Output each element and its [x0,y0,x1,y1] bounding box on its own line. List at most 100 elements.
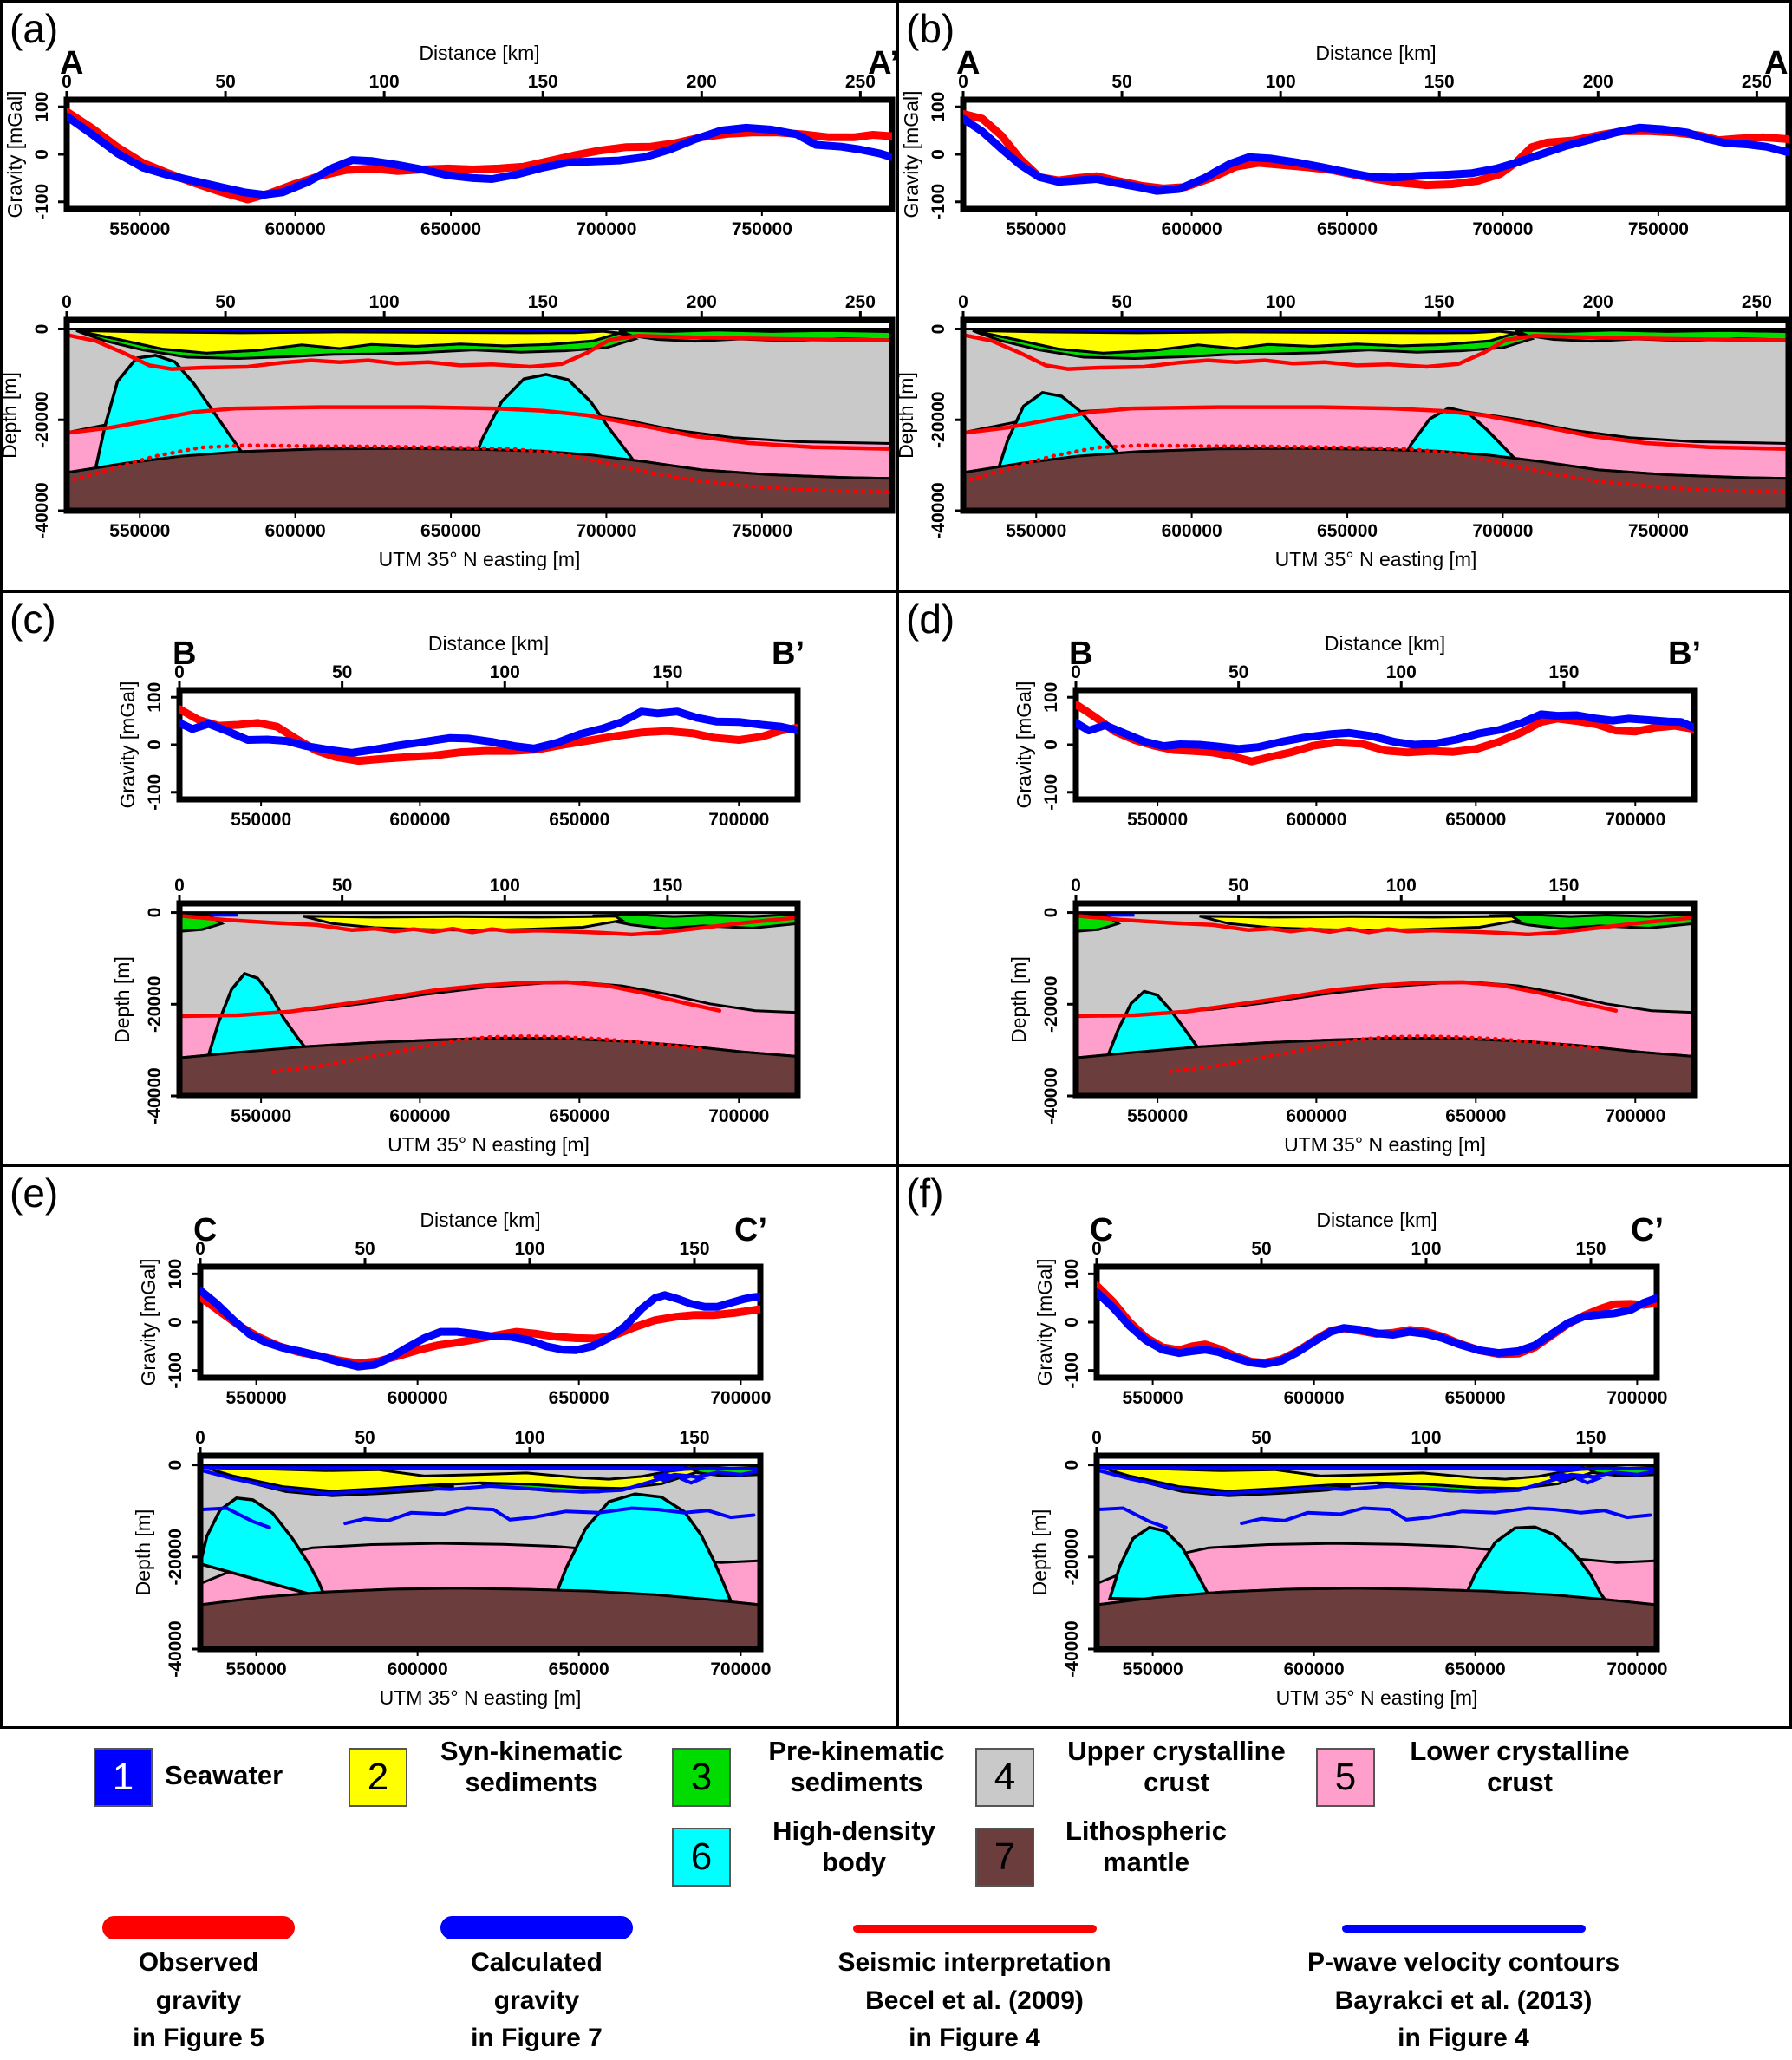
column-divider [896,0,899,1726]
easting-tick-label: 550000 [1127,1106,1188,1126]
panel-d-svg: (d) Distance [km] B B’ 0 50 100 150 100 0 -100 Grav… [906,596,1701,1156]
layer-syn-kinematic-sediments [1102,1465,1598,1493]
profile-endpoint-left: A [956,45,980,81]
easting-tick-label: 650000 [549,810,609,830]
distance-tick-label: 0 [62,292,72,312]
distance-tick-label: 100 [490,662,520,682]
section-layers [67,327,892,511]
layer-high-density-body [467,373,642,472]
distance-tick-label: 50 [1228,876,1248,896]
distance-tick-label: 0 [195,1239,205,1259]
easting-tick-label: 750000 [732,521,792,541]
depth-tick-label: -40000 [145,1067,165,1124]
distance-tick-label: 100 [1386,876,1417,896]
layer-high-density-body [200,1496,329,1601]
depth-tick-label: 0 [1041,908,1061,918]
gravity-plot-frame [63,96,896,212]
p-wave-velocity-contour [679,1474,707,1485]
layer-syn-kinematic-sediments [75,329,620,355]
distance-tick-label: 50 [215,72,235,92]
easting-tick-label: 650000 [420,219,481,239]
distance-tick-label: 50 [1111,292,1131,312]
distance-tick-label: 0 [174,876,185,896]
profile-endpoint-right: C’ [1631,1212,1664,1248]
easting-tick-label: 700000 [1605,810,1665,830]
distance-tick-label: 50 [1111,72,1131,92]
p-wave-velocity-contour [1097,1465,1657,1472]
easting-tick-label: 550000 [226,1659,287,1679]
layer-pre-kinematic-sediments [1489,912,1694,930]
gravity-axis-title: Gravity [mGal] [3,91,26,218]
easting-tick-label: 650000 [549,1388,609,1408]
easting-tick-label: 750000 [1628,219,1689,239]
seismic-interpretation-line [271,1034,706,1074]
legend-unit-box-6: 6 [672,1828,731,1887]
gravity-curves [67,108,892,204]
panel-e-svg: (e) Distance [km] C C’ 0 50 100 150 100 0 -100 Grav… [10,1170,771,1709]
distance-tick-label: 0 [62,72,72,92]
legend-unit-box-1: 1 [94,1748,153,1807]
section-frame [1093,1452,1660,1653]
gravity-tick-label: 100 [929,92,948,122]
row-divider-2 [0,1164,1792,1167]
observed-gravity-curve [179,705,798,766]
seismic-interpretation-line [963,405,1789,452]
easting-tick-label: 700000 [576,521,636,541]
legend: 1 Seawater 2 Syn-kinematic sediments 3 Pre-ki… [0,1729,1792,2060]
easting-tick-label: 650000 [1445,1659,1506,1679]
gravity-tick-label: -100 [1062,1353,1082,1389]
distance-tick-label: 100 [1266,72,1296,92]
gravity-tick-label: -100 [166,1353,186,1389]
easting-tick-label: 750000 [1628,521,1689,541]
distance-axis-title: Distance [km] [1316,1209,1437,1231]
distance-tick-label: 200 [687,292,717,312]
legend-line-label: Seismic interpretation Becel et al. (200… [837,1948,1111,2052]
panel-letter: (e) [10,1170,58,1216]
layer-lithospheric-mantle [1076,1036,1694,1096]
layer-syn-kinematic-sediments [972,329,1516,355]
seismic-interpretation-line [1168,1034,1602,1074]
distance-tick-label: 100 [1411,1428,1441,1448]
panel-letter: (d) [906,596,955,642]
calculated-gravity-curve [963,114,1789,195]
depth-axis-title: Depth [m] [132,1509,154,1596]
distance-tick-label: 250 [845,292,876,312]
panel-f: (f) Distance [km] C C’ 0 50 100 150 100 0 -100 Grav… [899,1167,1789,1726]
easting-tick-label: 750000 [732,219,792,239]
easting-tick-label: 600000 [388,1388,448,1408]
easting-axis-title: UTM 35° N easting [m] [380,1686,582,1709]
distance-tick-label: 200 [1583,72,1613,92]
legend-unit-box-7: 7 [975,1828,1034,1887]
distance-tick-label: 50 [332,876,352,896]
legend-line-label: Observed gravity in Figure 5 [133,1948,264,2052]
distance-tick-label: 150 [1575,1428,1606,1448]
seismic-interpretation-line [179,980,722,1019]
easting-tick-label: 600000 [1284,1659,1345,1679]
layer-pre-kinematic-sediments [592,912,798,930]
distance-tick-label: 150 [1424,292,1455,312]
depth-tick-label: -40000 [929,482,948,538]
legend-unit-box-4: 4 [975,1748,1034,1807]
gravity-tick-label: 0 [929,149,948,160]
seismic-interpretation-line [67,443,892,494]
easting-tick-label: 550000 [109,521,170,541]
section-frame [197,1452,764,1653]
gravity-axis-title: Gravity [mGal] [1013,681,1035,809]
layer-lithospheric-mantle [179,1036,798,1096]
distance-tick-label: 150 [1548,876,1579,896]
legend-model-line-swatch [1342,1925,1586,1933]
seismic-interpretation-line [963,333,1789,371]
legend-unit-label: Lithospheric mantle [1065,1816,1227,1877]
distance-tick-label: 0 [1091,1428,1102,1448]
easting-tick-label: 550000 [226,1388,287,1408]
distance-tick-label: 50 [355,1428,375,1448]
gravity-curves [1076,700,1694,766]
easting-tick-label: 650000 [1445,810,1506,830]
section-layers [1097,1464,1657,1649]
legend-gravity-line-swatch [440,1916,633,1939]
easting-tick-label: 600000 [265,219,326,239]
panel-c: (c) Distance [km] B B’ 0 50 100 150 100 0 -100 Grav… [3,593,896,1164]
easting-tick-label: 650000 [420,521,481,541]
distance-tick-label: 250 [1742,292,1772,312]
